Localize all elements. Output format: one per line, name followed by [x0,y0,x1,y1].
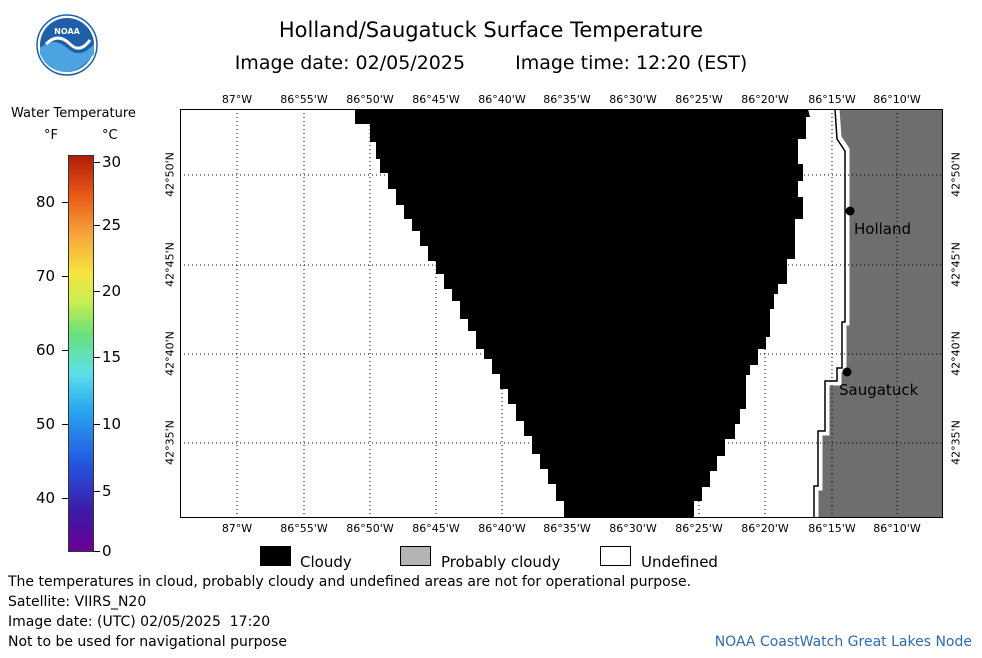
footer-note: The temperatures in cloud, probably clou… [8,574,692,590]
lon-label-bottom: 86°45'W [412,522,460,535]
lon-label-top: 86°55'W [280,93,328,106]
lon-label-top: 87°W [221,93,253,106]
lon-label-bottom: 86°30'W [609,522,657,535]
colorbar-c-tickmark [94,551,100,552]
colorbar-c-tick: 15 [102,348,122,366]
lon-label-bottom: 86°50'W [346,522,394,535]
cloudy-region [355,109,810,518]
lat-label-left: 42°50'N [163,152,177,197]
colorbar-f-tickmark [62,202,68,203]
colorbar-title: Water Temperature [11,106,136,121]
lon-label-top: 86°10'W [873,93,921,106]
colorbar-c-tickmark [94,491,100,492]
lon-label-top: 86°50'W [346,93,394,106]
colorbar-f-tickmark [62,350,68,351]
colorbar-c-tick: 5 [102,482,112,500]
colorbar-f-tick: 60 [36,341,56,359]
lon-label-bottom: 87°W [221,522,253,535]
colorbar-f-tick: 50 [36,415,56,433]
colorbar-c-tick: 30 [102,153,122,171]
lat-label-right: 42°45'N [949,242,963,287]
lon-label-bottom: 86°20'W [741,522,789,535]
colorbar-f-tickmark [62,498,68,499]
colorbar-c-tick: 10 [102,415,122,433]
lon-label-top: 86°15'W [808,93,856,106]
shoreline [815,109,850,518]
noaa-logo: NOAA [36,14,98,76]
holland-marker [845,206,855,216]
lon-label-top: 86°35'W [543,93,591,106]
lon-label-bottom: 86°40'W [478,522,526,535]
page-title: Holland/Saugatuck Surface Temperature [278,18,704,42]
temperature-map: Holland Saugatuck [180,109,943,518]
colorbar-c-tickmark [94,291,100,292]
colorbar-f-tick: 40 [36,489,56,507]
image-date: Image date: 02/05/2025 [234,52,466,74]
colorbar-c-tick: 20 [102,282,122,300]
lon-label-bottom: 86°10'W [873,522,921,535]
colorbar-c-tickmark [94,357,100,358]
saugatuck-label: Saugatuck [839,381,919,399]
colorbar-c-tick: 25 [102,216,122,234]
lon-label-top: 86°30'W [609,93,657,106]
lat-label-right: 42°35'N [949,420,963,465]
legend-cloudy-swatch [260,546,291,566]
colorbar-unit-c: °C [102,128,118,143]
lat-label-right: 42°50'N [949,152,963,197]
lon-label-bottom: 86°35'W [543,522,591,535]
lon-label-top: 86°25'W [675,93,723,106]
footer-credit: NOAA CoastWatch Great Lakes Node [714,634,972,650]
footer-satellite: Satellite: VIIRS_N20 [8,594,147,610]
colorbar-c-tickmark [94,424,100,425]
colorbar-f-tickmark [62,276,68,277]
image-time: Image time: 12:20 (EST) [515,52,748,74]
colorbar-f-tickmark [62,424,68,425]
footer-nav-note: Not to be used for navigational purpose [8,634,287,650]
lon-label-bottom: 86°55'W [280,522,328,535]
legend-probably-cloudy-label: Probably cloudy [441,553,561,571]
colorbar-f-tick: 80 [36,193,56,211]
logo-text: NOAA [54,27,80,36]
colorbar [68,155,94,552]
colorbar-c-tickmark [94,225,100,226]
colorbar-f-tick: 70 [36,267,56,285]
footer-utc-date: Image date: (UTC) 02/05/2025 17:20 [8,614,271,630]
lat-label-left: 42°40'N [163,331,177,376]
saugatuck-marker [842,367,852,377]
lon-label-bottom: 86°25'W [675,522,723,535]
legend-undefined-swatch [600,546,631,566]
lon-label-bottom: 86°15'W [808,522,856,535]
legend-undefined-label: Undefined [641,553,718,571]
legend-cloudy-label: Cloudy [300,553,352,571]
lat-label-left: 42°45'N [163,242,177,287]
holland-label: Holland [854,220,911,238]
lon-label-top: 86°45'W [412,93,460,106]
lat-label-right: 42°40'N [949,331,963,376]
colorbar-c-tickmark [94,162,100,163]
image-datetime: Image date: 02/05/2025 Image time: 12:20… [0,52,982,74]
lat-label-left: 42°35'N [163,420,177,465]
colorbar-c-tick: 0 [102,542,112,560]
legend-probably-cloudy-swatch [400,546,431,566]
lon-label-top: 86°40'W [478,93,526,106]
colorbar-unit-f: °F [44,128,58,143]
lon-label-top: 86°20'W [741,93,789,106]
